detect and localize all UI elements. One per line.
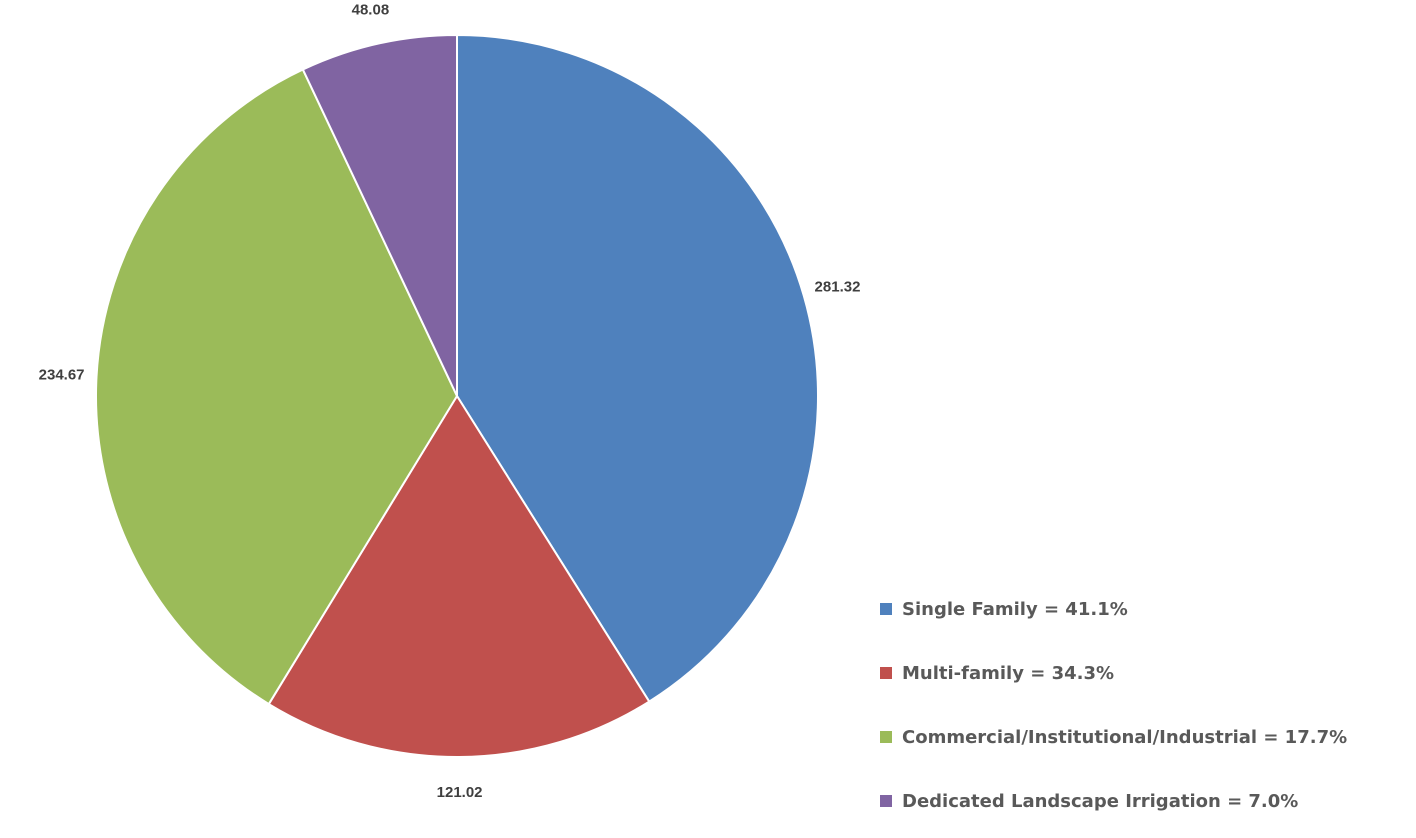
legend-swatch bbox=[880, 731, 892, 743]
pie-slice-multi-family bbox=[267, 395, 651, 758]
legend: Single Family = 41.1% Multi-family = 34.… bbox=[880, 598, 1347, 812]
legend-item-landscape-irrigation: Dedicated Landscape Irrigation = 7.0% bbox=[880, 790, 1347, 812]
pie-slice-single-family bbox=[456, 34, 819, 703]
pie-data-labels: 281.32 121.02 234.67 48.08 bbox=[39, 2, 861, 801]
legend-item-single-family: Single Family = 41.1% bbox=[880, 598, 1347, 620]
legend-label: Dedicated Landscape Irrigation = 7.0% bbox=[902, 790, 1299, 812]
legend-swatch bbox=[880, 795, 892, 807]
data-label-single-family: 281.32 bbox=[815, 278, 861, 295]
data-label-commercial-institutional-industrial: 234.67 bbox=[39, 367, 85, 384]
legend-item-multi-family: Multi-family = 34.3% bbox=[880, 662, 1347, 684]
data-label-multi-family: 121.02 bbox=[437, 784, 483, 801]
legend-label: Single Family = 41.1% bbox=[902, 598, 1128, 620]
pie-slices bbox=[95, 34, 819, 758]
legend-swatch bbox=[880, 603, 892, 615]
pie-slice-dedicated-landscape-irrigation bbox=[301, 34, 458, 397]
data-label-dedicated-landscape-irrigation: 48.08 bbox=[352, 2, 390, 19]
legend-item-commercial: Commercial/Institutional/Industrial = 17… bbox=[880, 726, 1347, 748]
legend-label: Commercial/Institutional/Industrial = 17… bbox=[902, 726, 1348, 748]
pie-slice-commercial-institutional-industrial bbox=[95, 68, 458, 706]
legend-swatch bbox=[880, 667, 892, 679]
legend-label: Multi-family = 34.3% bbox=[902, 662, 1115, 684]
